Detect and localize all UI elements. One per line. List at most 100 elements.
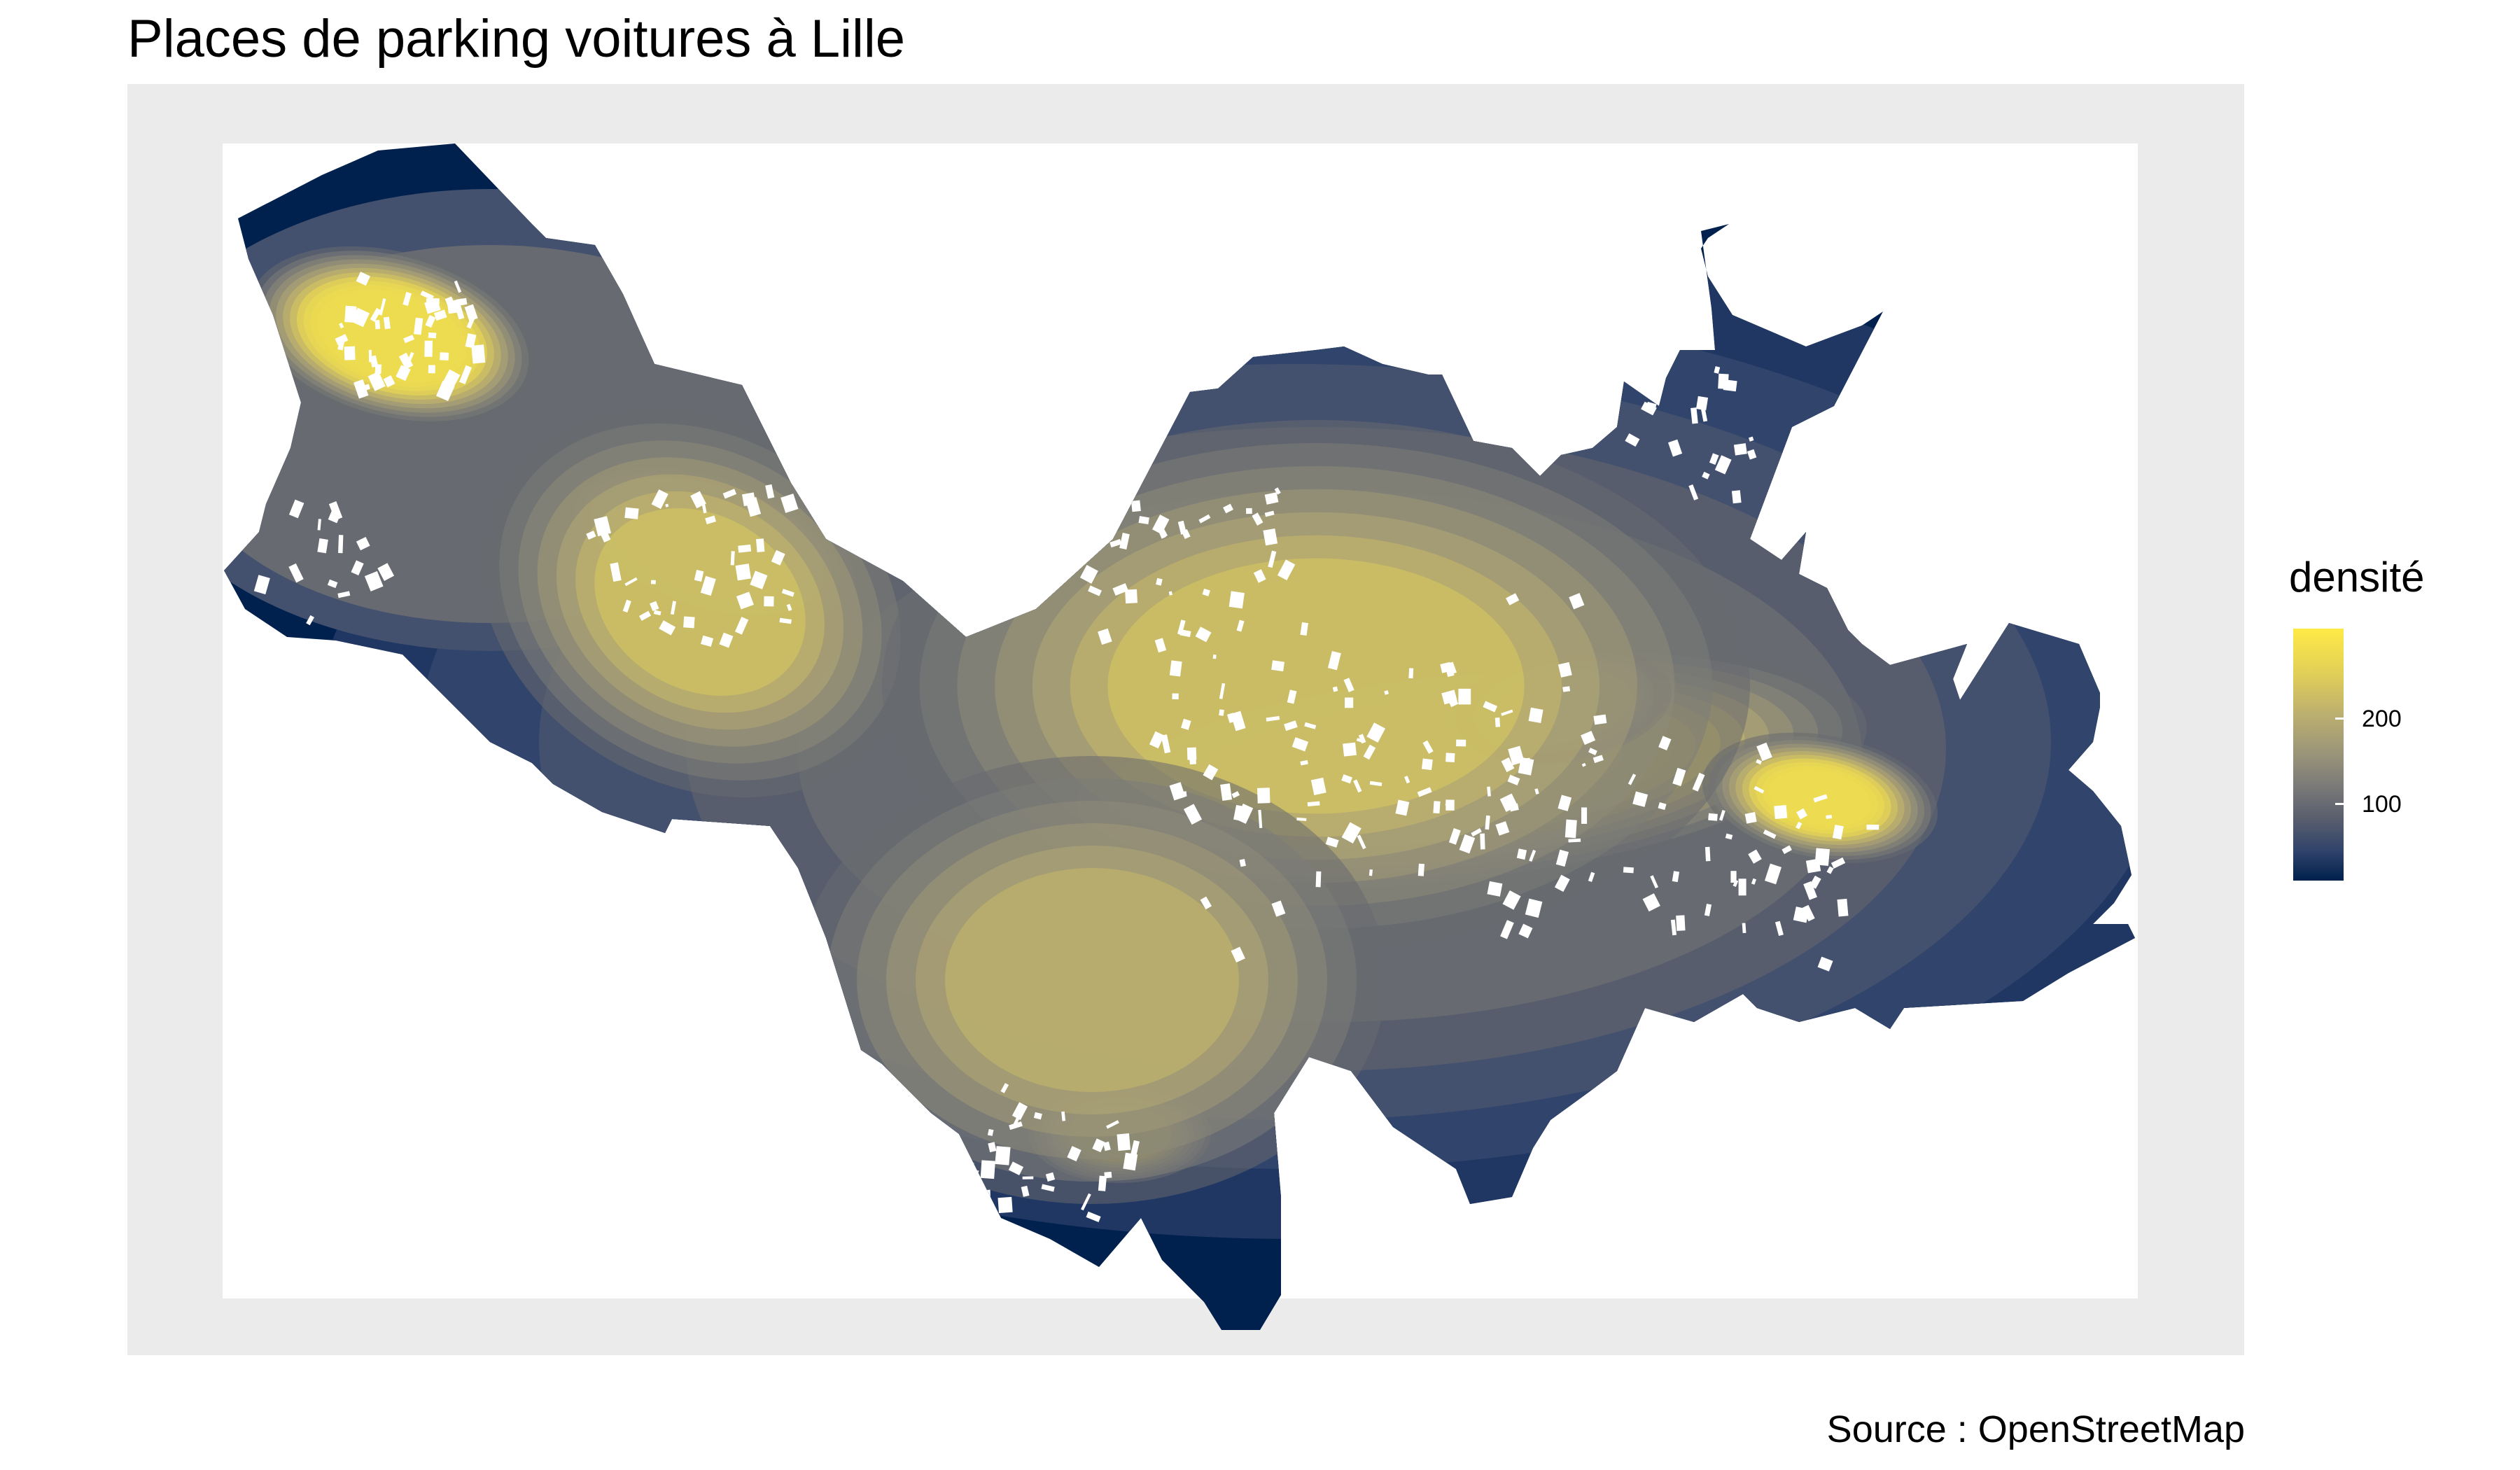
parking-lot	[1168, 591, 1172, 596]
parking-lot	[1203, 764, 1219, 780]
parking-lot	[1554, 874, 1570, 892]
parking-lot	[402, 292, 412, 306]
parking-lot	[1123, 1152, 1138, 1171]
parking-lot	[1456, 739, 1466, 747]
parking-lot	[1287, 690, 1297, 704]
parking-lot	[1138, 516, 1149, 525]
parking-lot	[1268, 550, 1277, 568]
parking-lot	[1642, 893, 1660, 912]
parking-lot	[624, 507, 639, 519]
parking-lot	[1650, 875, 1659, 889]
parking-lot	[599, 530, 611, 542]
parking-lot	[1733, 443, 1747, 456]
parking-lot	[1271, 660, 1284, 672]
parking-lot	[1837, 898, 1849, 917]
parking-lot	[317, 538, 328, 554]
parking-lot	[1748, 849, 1762, 864]
parking-lot	[1277, 559, 1296, 581]
parking-lot	[1506, 593, 1520, 606]
parking-lot	[1746, 449, 1757, 460]
parking-lot	[1228, 591, 1245, 609]
parking-lot	[1555, 849, 1569, 867]
parking-lot	[1725, 833, 1733, 840]
parking-lot	[428, 365, 435, 374]
parking-lot	[1300, 622, 1308, 636]
parking-lot	[1646, 401, 1657, 409]
parking-lot	[1709, 453, 1719, 465]
parking-lot	[1169, 782, 1186, 801]
parking-lot	[705, 515, 717, 525]
parking-lot	[1581, 762, 1586, 767]
parking-lot	[1593, 714, 1607, 725]
parking-lot	[1632, 791, 1648, 807]
parking-lot	[1516, 848, 1527, 860]
parking-lot	[1130, 1140, 1140, 1156]
parking-lot	[1300, 760, 1308, 766]
parking-lot	[351, 560, 364, 575]
parking-lot	[1814, 848, 1830, 866]
parking-lot	[440, 352, 449, 361]
parking-lot	[339, 322, 344, 329]
parking-lot	[651, 489, 668, 510]
parking-lot	[1110, 539, 1122, 548]
parking-lot	[379, 298, 386, 316]
parking-lot	[368, 371, 386, 391]
parking-lot	[988, 1142, 997, 1153]
parking-lot	[1658, 736, 1672, 750]
parking-lot	[1641, 401, 1657, 416]
parking-lot	[1266, 715, 1280, 722]
parking-lot	[1172, 693, 1179, 700]
parking-lot	[736, 592, 754, 610]
parking-lot	[1625, 433, 1640, 447]
parking-lot	[306, 615, 314, 626]
parking-lot	[1061, 1111, 1066, 1121]
parking-lot	[1518, 757, 1534, 776]
density-band	[1107, 558, 1525, 814]
parking-lot	[1448, 828, 1461, 845]
source-caption: Source : OpenStreetMap	[1826, 1408, 2245, 1450]
parking-lot	[1119, 533, 1130, 550]
parking-lot	[1292, 737, 1309, 752]
parking-lot	[650, 601, 659, 612]
parking-lot	[1408, 668, 1414, 679]
parking-lot	[338, 535, 344, 554]
parking-lot	[1341, 774, 1352, 784]
parking-lot	[1104, 1171, 1112, 1179]
parking-lot	[1418, 863, 1425, 876]
parking-lot	[1702, 471, 1710, 479]
parking-lot	[1670, 919, 1677, 936]
parking-lot	[1525, 898, 1543, 918]
parking-lot	[1041, 1184, 1055, 1192]
parking-lot	[1499, 793, 1518, 812]
parking-lot	[1343, 678, 1354, 692]
parking-lot	[1500, 920, 1514, 939]
parking-lot	[1581, 807, 1588, 824]
parking-lot	[454, 280, 462, 293]
parking-lot	[1813, 794, 1828, 803]
parking-lot	[1558, 662, 1572, 678]
parking-lot	[428, 332, 437, 339]
parking-lot	[1471, 828, 1482, 837]
parking-lot	[1343, 742, 1357, 757]
parking-lot	[1304, 722, 1317, 729]
parking-lot	[1112, 583, 1128, 596]
parking-lot	[1219, 709, 1224, 716]
parking-lot	[356, 536, 370, 551]
parking-lot	[1688, 484, 1699, 500]
parking-lot	[1183, 804, 1203, 825]
parking-lot	[1220, 783, 1233, 802]
parking-lot	[1774, 805, 1788, 820]
parking-lot	[1667, 439, 1683, 457]
legend-tick-100-mark	[2335, 803, 2344, 805]
parking-lot	[356, 272, 370, 286]
parking-lot	[734, 617, 749, 635]
parking-lot	[1744, 812, 1757, 824]
parking-lot	[1258, 809, 1263, 829]
parking-lot	[1182, 791, 1187, 797]
parking-lot	[1341, 822, 1362, 844]
parking-lot	[1274, 487, 1281, 495]
parking-lot	[1714, 455, 1732, 475]
parking-lot	[288, 499, 304, 519]
parking-lot	[1730, 871, 1737, 883]
legend-title: densité	[2289, 554, 2425, 601]
